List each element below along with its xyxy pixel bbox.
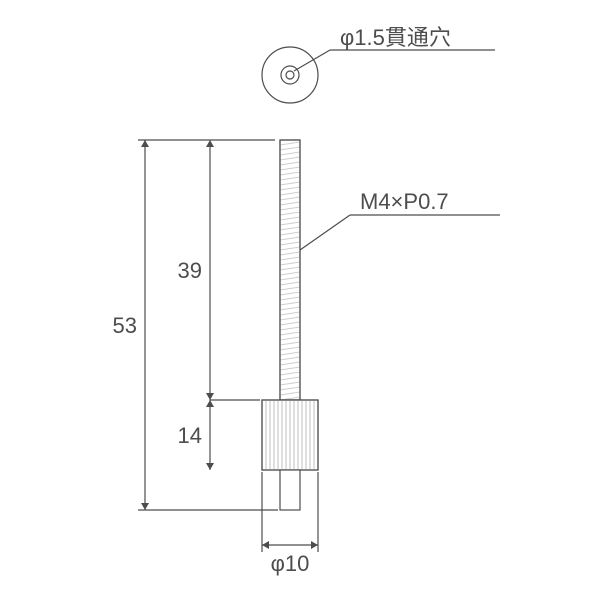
svg-text:φ1.5貫通穴: φ1.5貫通穴	[340, 25, 451, 50]
svg-text:M4×P0.7: M4×P0.7	[360, 189, 449, 214]
svg-text:39: 39	[178, 258, 202, 283]
svg-text:53: 53	[113, 313, 137, 338]
svg-text:φ10: φ10	[271, 551, 310, 576]
svg-text:14: 14	[178, 423, 202, 448]
